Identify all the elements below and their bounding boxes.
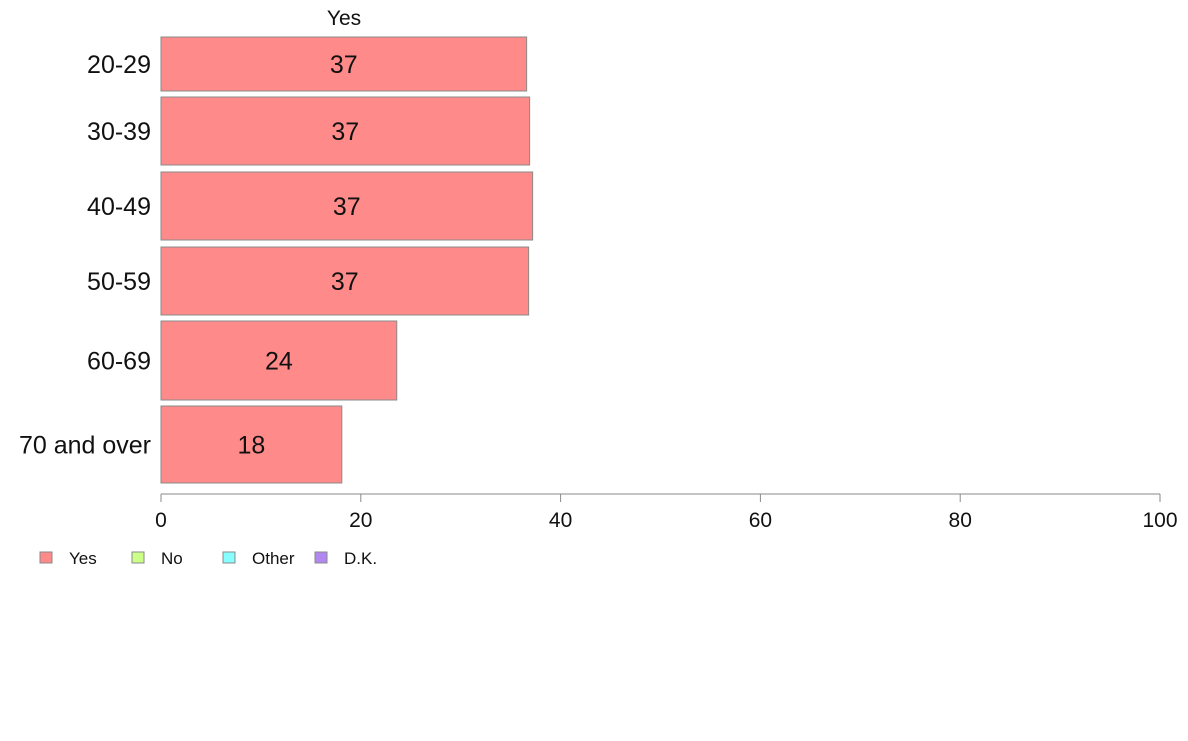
legend: Yes No Other D.K.: [39, 549, 377, 568]
bar-50-59: [160, 246, 530, 316]
legend-swatch-no: [131, 551, 145, 564]
bars-layer: 37 37 37 37 24 18: [160, 36, 534, 484]
bar-60-69: [160, 320, 398, 401]
legend-swatch-other: [222, 551, 236, 564]
x-axis: 0 20 40 60 80 100: [155, 493, 1178, 532]
column-header: Yes: [327, 7, 361, 30]
bar-value-label: 37: [331, 268, 359, 296]
x-tick-label: 20: [349, 509, 372, 532]
category-label: 50-59: [87, 268, 151, 296]
x-tick-label: 40: [549, 509, 572, 532]
x-tick-label: 0: [155, 509, 167, 532]
category-label: 20-29: [87, 51, 151, 79]
bar-20-29: [160, 36, 528, 92]
legend-label: Other: [252, 549, 295, 568]
legend-label: Yes: [69, 549, 97, 568]
x-tick-label: 100: [1142, 509, 1177, 532]
bar-40-49: [160, 171, 534, 241]
x-tick-label: 80: [949, 509, 972, 532]
category-label: 60-69: [87, 348, 151, 376]
legend-label: No: [161, 549, 183, 568]
bar-value-label: 18: [238, 432, 266, 460]
category-label: 40-49: [87, 193, 151, 221]
bar-30-39: [160, 96, 531, 166]
legend-label: D.K.: [344, 549, 377, 568]
legend-swatch-yes: [39, 551, 53, 564]
category-label: 70 and over: [19, 432, 151, 460]
bar-value-label: 37: [333, 193, 361, 221]
x-tick-label: 60: [749, 509, 772, 532]
legend-swatch-dk: [314, 551, 328, 564]
bar-70-and-over: [160, 405, 343, 484]
bar-value-label: 37: [331, 118, 359, 146]
bar-value-label: 37: [330, 51, 358, 79]
category-label: 30-39: [87, 118, 151, 146]
bar-value-label: 24: [265, 348, 293, 376]
category-labels: 20-29 30-39 40-49 50-59 60-69 70 and over: [19, 51, 151, 460]
